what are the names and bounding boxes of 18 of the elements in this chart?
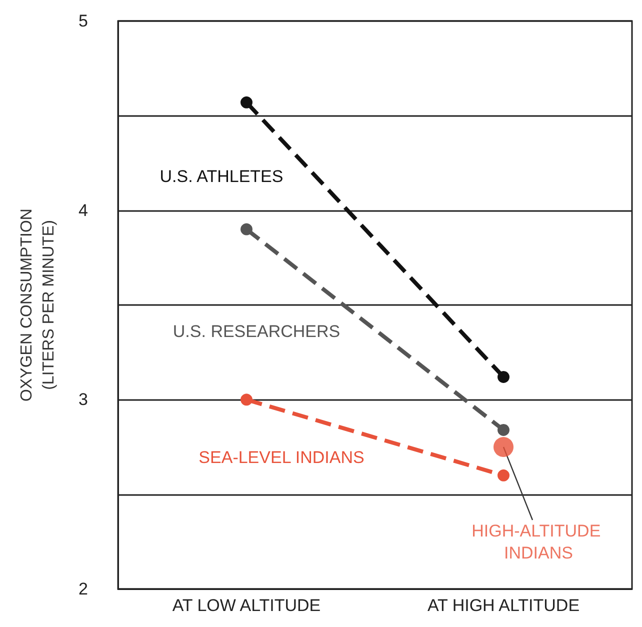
point — [498, 469, 510, 482]
y-axis-title: OXYGEN CONSUMPTION (LITERS PER MINUTE) — [18, 208, 58, 402]
point — [240, 96, 252, 108]
point — [240, 394, 252, 406]
series-label: SEA-LEVEL INDIANS — [198, 448, 364, 468]
point — [498, 370, 510, 383]
point — [494, 437, 514, 457]
x-tick-label: AT LOW ALTITUDE — [172, 596, 321, 615]
x-tick-label: AT HIGH ALTITUDE — [427, 596, 580, 615]
series-label: U.S. ATHLETES — [160, 166, 284, 186]
y-tick-label: 5 — [78, 12, 88, 30]
y-tick-label: 2 — [78, 580, 88, 598]
point — [498, 424, 510, 436]
text: HIGH-ALTITUDE INDIANS — [472, 522, 606, 562]
y-tick-label: 3 — [78, 390, 88, 410]
y-tick-label: 4 — [78, 200, 88, 220]
point — [240, 223, 252, 236]
series-label: U.S. RESEARCHERS — [172, 322, 340, 341]
